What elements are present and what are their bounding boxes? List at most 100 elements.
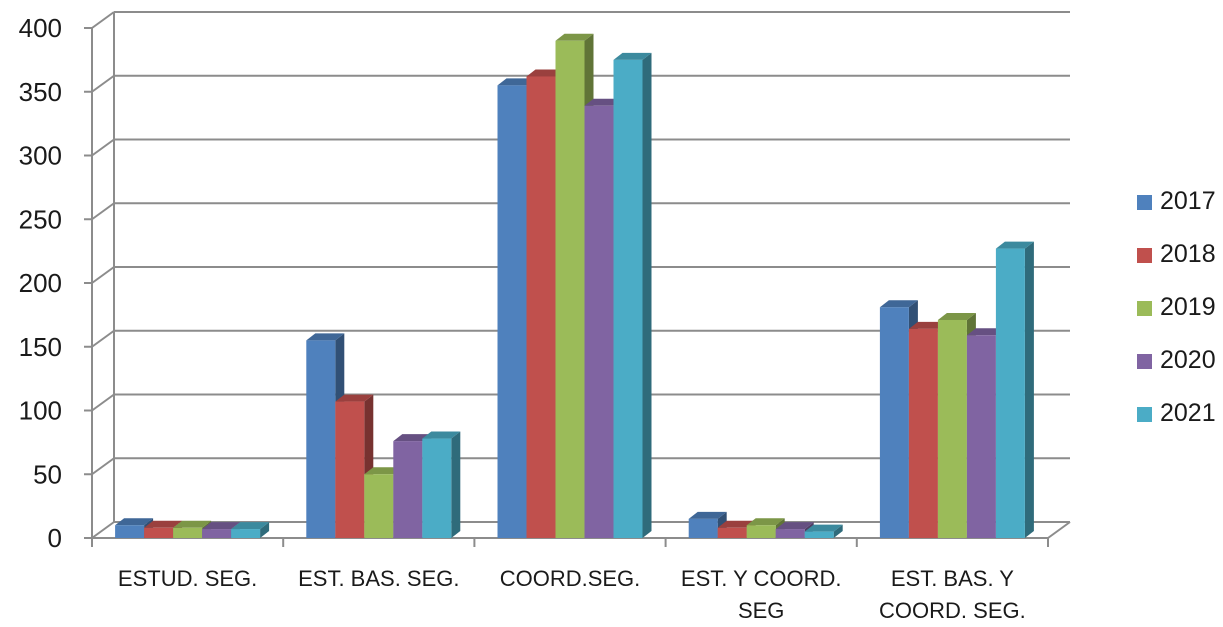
bar-top bbox=[613, 52, 652, 60]
y-axis-ticks: 0 50 100 150 200 250 300 350 400 bbox=[19, 13, 62, 553]
gridline-side bbox=[91, 138, 115, 157]
bar-top bbox=[879, 300, 918, 308]
bar-front bbox=[746, 525, 776, 538]
bar-top bbox=[144, 520, 183, 528]
legend-label: 2019 bbox=[1160, 293, 1216, 321]
bar-top bbox=[422, 431, 461, 439]
gridline-side bbox=[91, 521, 115, 539]
x-tick-label: SEG bbox=[738, 598, 784, 623]
legend: 2017 2018 2019 2020 2021 bbox=[1137, 187, 1216, 427]
bar-top bbox=[688, 511, 727, 519]
bar-top bbox=[966, 328, 1005, 336]
bar-top bbox=[393, 434, 432, 442]
legend-label: 2017 bbox=[1160, 187, 1216, 215]
y-tick-label: 100 bbox=[19, 396, 62, 426]
legend-swatch bbox=[1137, 354, 1152, 369]
gridline-side bbox=[91, 202, 115, 221]
bar-front bbox=[879, 307, 909, 538]
gridline-side bbox=[91, 393, 115, 412]
legend-item-2020: 2020 bbox=[1137, 346, 1216, 374]
bar-front bbox=[688, 518, 718, 538]
bar-top bbox=[555, 33, 594, 41]
bar-front bbox=[422, 438, 452, 538]
bar-top bbox=[908, 321, 947, 329]
legend-label: 2018 bbox=[1160, 240, 1216, 268]
bar-side bbox=[833, 524, 843, 538]
x-tick-label: COORD.SEG. bbox=[500, 566, 641, 591]
y-tick-label: 300 bbox=[19, 141, 62, 171]
bar-side bbox=[451, 431, 461, 538]
bar-top bbox=[775, 522, 814, 530]
bar-top bbox=[231, 522, 270, 530]
bar-top bbox=[995, 241, 1034, 249]
gridline-side bbox=[91, 11, 115, 29]
bar-front bbox=[995, 248, 1025, 538]
bar-2021-1 bbox=[422, 431, 461, 538]
bar-front bbox=[937, 319, 967, 538]
bar-top bbox=[804, 524, 843, 532]
bar-front bbox=[584, 105, 614, 539]
bars bbox=[115, 33, 1034, 539]
bar-2021-0 bbox=[231, 522, 270, 538]
x-tick-label: ESTUD. SEG. bbox=[118, 566, 257, 591]
x-tick-label: EST. BAS. Y bbox=[891, 566, 1014, 591]
bar-2021-2 bbox=[613, 52, 652, 538]
bar-top bbox=[497, 78, 536, 86]
legend-swatch bbox=[1137, 407, 1152, 422]
gridline-side bbox=[91, 74, 115, 93]
bar-2021-4 bbox=[995, 241, 1034, 538]
bar-side bbox=[642, 52, 652, 538]
legend-swatch bbox=[1137, 301, 1152, 316]
legend-swatch bbox=[1137, 248, 1152, 263]
bar-top bbox=[364, 467, 403, 475]
bar-front bbox=[804, 531, 834, 538]
x-tick-label: COORD. SEG. bbox=[879, 598, 1026, 623]
bar-front bbox=[908, 328, 938, 538]
bar-top bbox=[335, 394, 374, 402]
x-axis-ticks: ESTUD. SEG. EST. BAS. SEG. COORD.SEG. EST. … bbox=[118, 566, 1026, 623]
bar-front bbox=[613, 59, 643, 538]
bar-top bbox=[717, 520, 756, 528]
legend-item-2019: 2019 bbox=[1137, 293, 1216, 321]
bar-front bbox=[966, 335, 996, 538]
bar-front bbox=[717, 527, 747, 538]
bar-front bbox=[775, 529, 805, 538]
bar-front bbox=[393, 441, 423, 538]
bar-front bbox=[364, 474, 394, 538]
bar-top bbox=[115, 518, 154, 526]
gridline-side bbox=[91, 457, 115, 476]
bar-top bbox=[937, 312, 976, 320]
y-tick-label: 200 bbox=[19, 268, 62, 298]
legend-item-2021: 2021 bbox=[1137, 399, 1216, 427]
bar-top bbox=[526, 69, 565, 77]
gridline-side bbox=[91, 266, 115, 284]
y-tick-label: 50 bbox=[33, 459, 62, 489]
x-tick-label: EST. BAS. SEG. bbox=[298, 566, 459, 591]
bar-front bbox=[497, 85, 527, 538]
bar-top bbox=[584, 98, 623, 106]
bar-side bbox=[260, 522, 270, 538]
y-tick-label: 250 bbox=[19, 204, 62, 234]
gridline-side bbox=[91, 329, 115, 348]
bar-front bbox=[526, 76, 556, 538]
bar-front bbox=[115, 525, 145, 538]
legend-swatch bbox=[1137, 195, 1152, 210]
bar-top bbox=[202, 522, 241, 530]
y-tick-label: 400 bbox=[19, 13, 62, 43]
bar-top bbox=[173, 520, 212, 528]
bar-2021-3 bbox=[804, 524, 843, 538]
bar-top bbox=[306, 333, 345, 341]
y-tick-label: 0 bbox=[48, 523, 62, 553]
bar-front bbox=[306, 340, 336, 538]
legend-item-2018: 2018 bbox=[1137, 240, 1216, 268]
legend-label: 2021 bbox=[1160, 399, 1216, 427]
floor-edge bbox=[1047, 521, 1071, 539]
x-tick-label: EST. Y COORD. bbox=[681, 566, 842, 591]
bar-side bbox=[1024, 241, 1034, 538]
bar-top bbox=[746, 518, 785, 526]
y-tick-label: 350 bbox=[19, 77, 62, 107]
bar-front bbox=[173, 527, 203, 538]
y-tick-label: 150 bbox=[19, 332, 62, 362]
bar-front bbox=[231, 529, 261, 538]
